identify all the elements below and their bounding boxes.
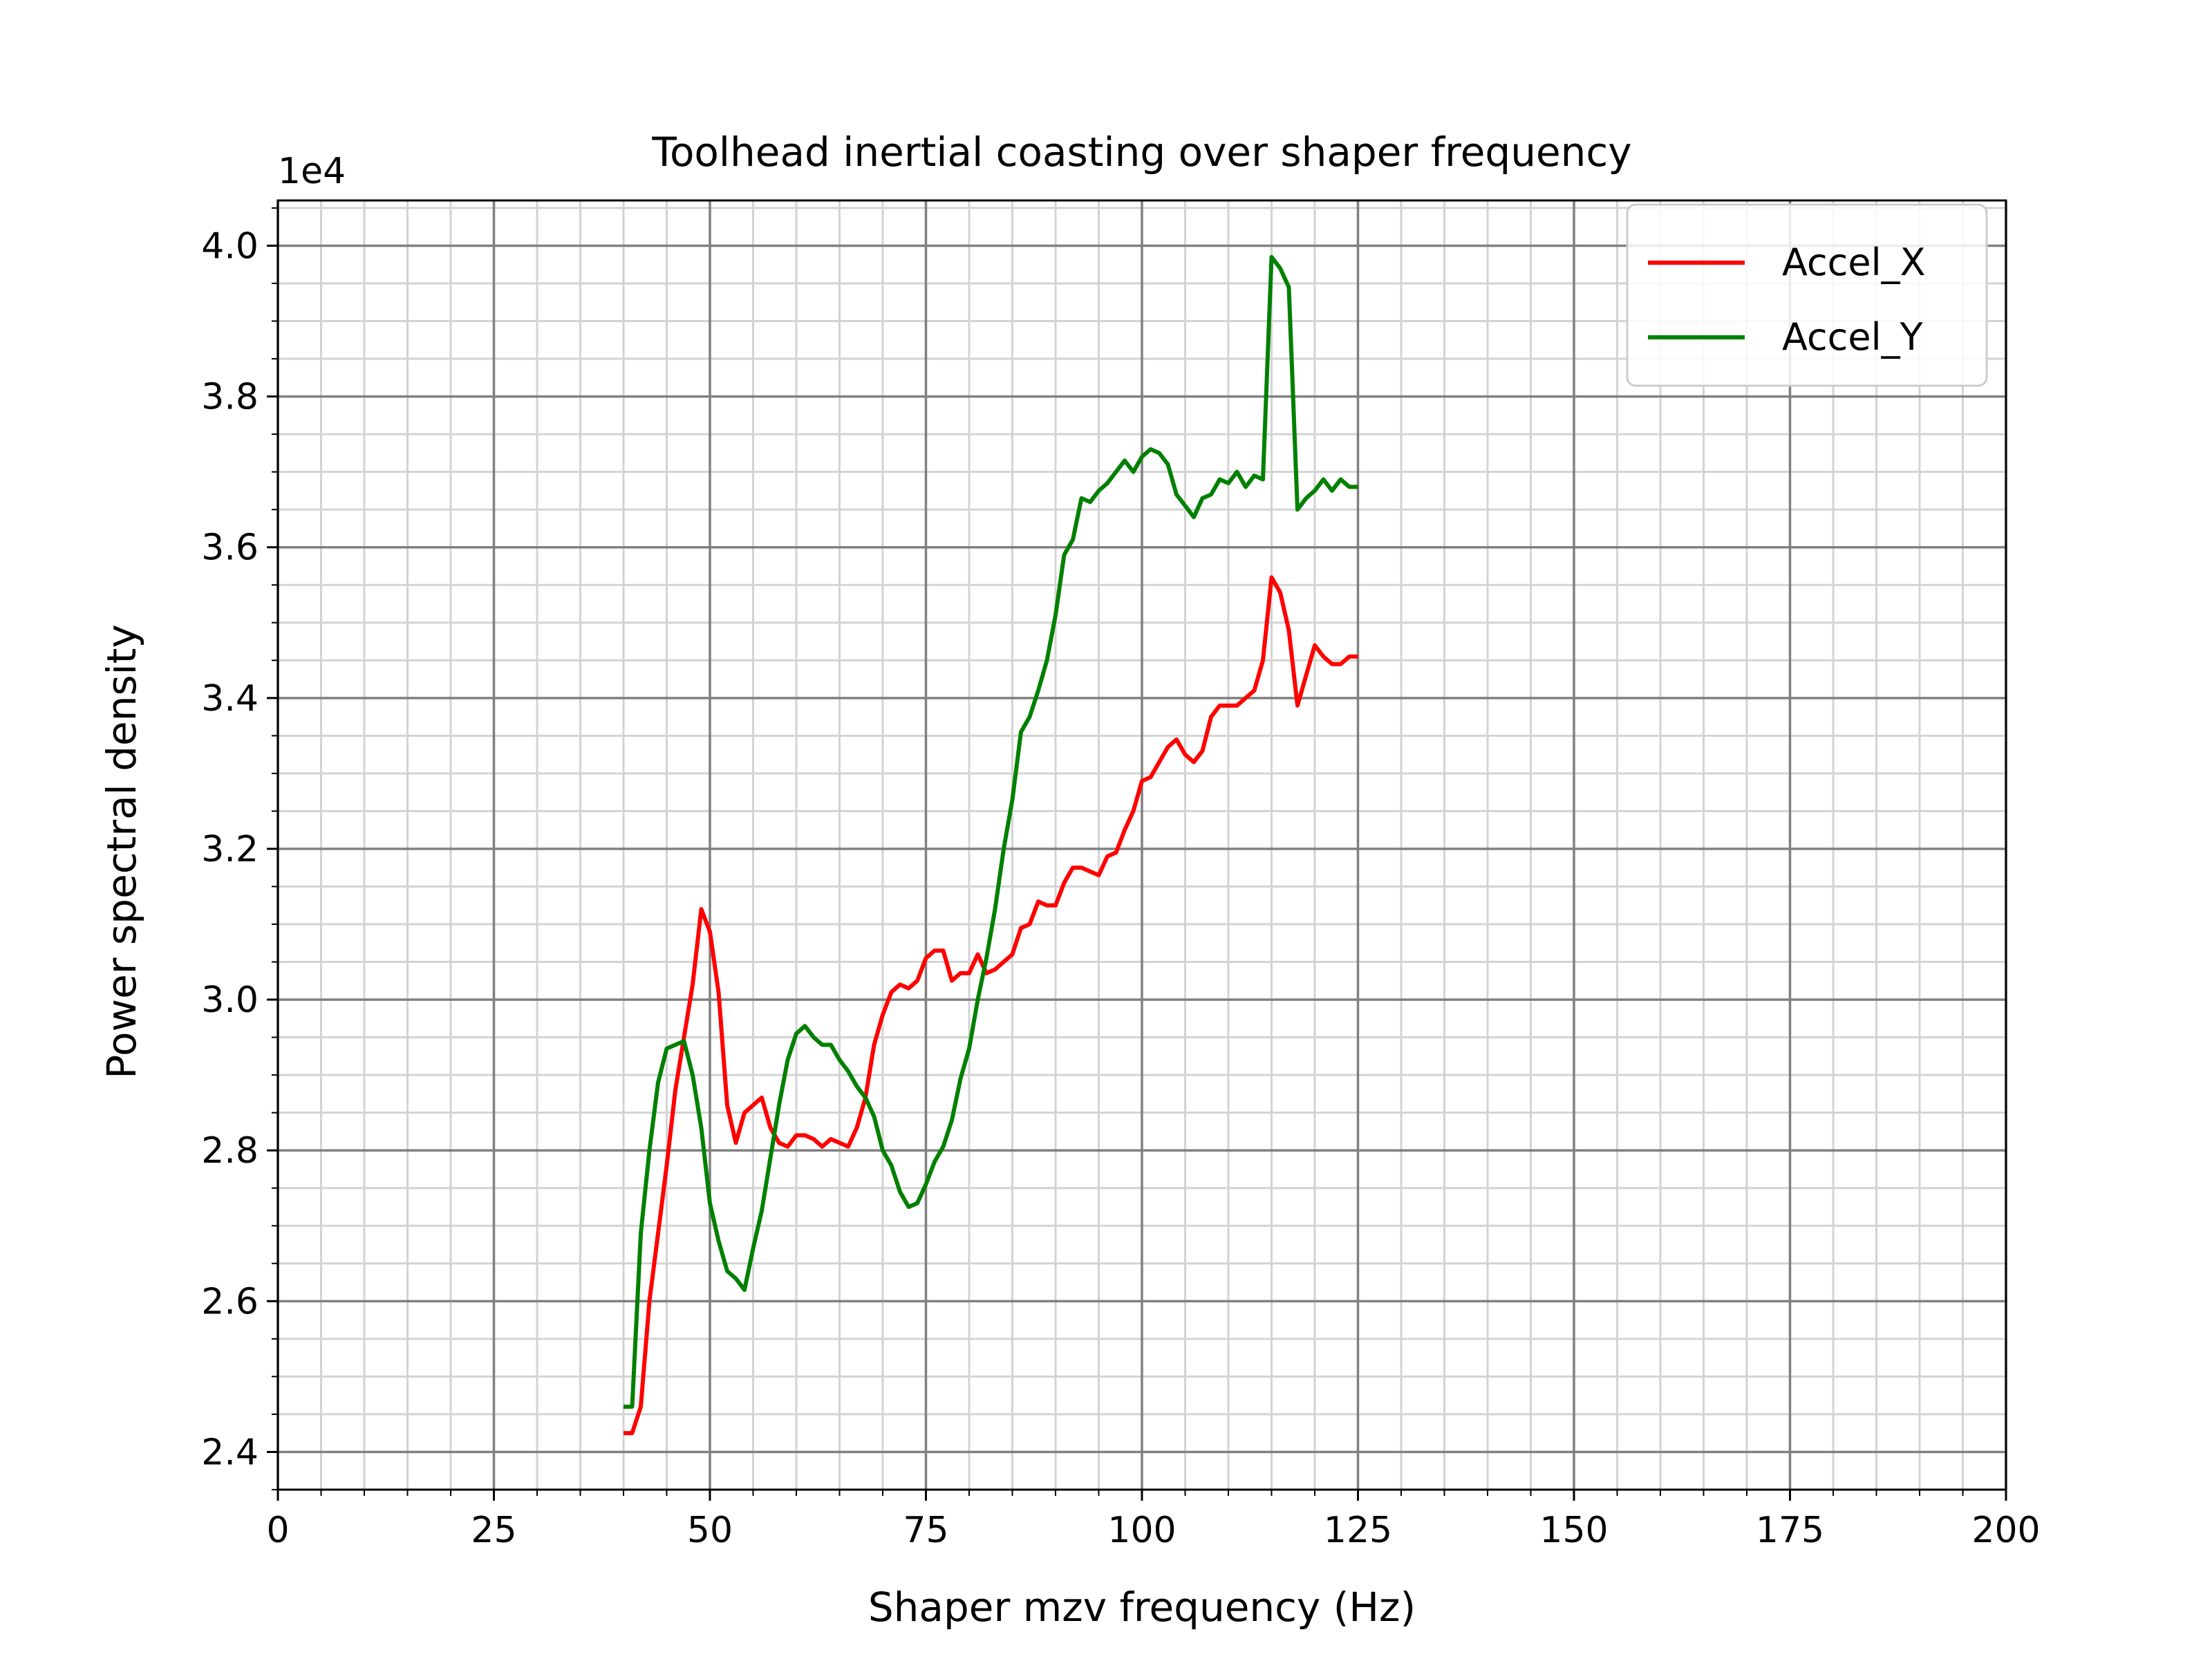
tick-labels: 0 25 50 75 100 125 150 175 200 2.4 2.6 2.8 3.0 3.2 3.4… xyxy=(201,225,2040,1551)
chart-title: Toolhead inertial coasting over shaper f… xyxy=(651,129,1631,176)
x-tick-label: 75 xyxy=(903,1510,948,1551)
y-tick-label: 3.0 xyxy=(201,980,259,1021)
y-tick-label: 2.6 xyxy=(201,1281,259,1322)
x-tick-label: 50 xyxy=(687,1510,733,1551)
legend-label-accel-x: Accel_X xyxy=(1782,241,1926,284)
x-axis-label: Shaper mzv frequency (Hz) xyxy=(868,1584,1416,1631)
y-tick-label: 3.4 xyxy=(201,678,259,720)
x-tick-label: 200 xyxy=(1971,1510,2040,1551)
x-tick-label: 0 xyxy=(266,1510,289,1551)
legend-label-accel-y: Accel_Y xyxy=(1782,315,1924,359)
y-offset-label: 1e4 xyxy=(278,151,346,192)
y-axis-label: Power spectral density xyxy=(98,624,145,1079)
y-tick-label: 3.2 xyxy=(201,829,259,870)
y-tick-label: 2.8 xyxy=(201,1130,259,1172)
x-tick-label: 25 xyxy=(471,1510,516,1551)
series-line-accel-y xyxy=(624,254,1358,1409)
y-tick-label: 3.6 xyxy=(201,527,259,569)
x-tick-label: 125 xyxy=(1324,1510,1392,1551)
legend-box xyxy=(1626,203,1988,387)
legend: Accel_X Accel_Y xyxy=(1626,203,1988,387)
x-tick-label: 150 xyxy=(1539,1510,1608,1551)
x-tick-label: 175 xyxy=(1756,1510,1824,1551)
axis-ticks xyxy=(267,207,2007,1501)
y-tick-label: 3.8 xyxy=(201,377,259,418)
x-tick-label: 100 xyxy=(1107,1510,1176,1551)
series-layer xyxy=(624,254,1358,1436)
series-line-accel-x xyxy=(624,575,1358,1436)
y-tick-label: 2.4 xyxy=(201,1432,259,1473)
y-tick-label: 4.0 xyxy=(201,225,259,267)
